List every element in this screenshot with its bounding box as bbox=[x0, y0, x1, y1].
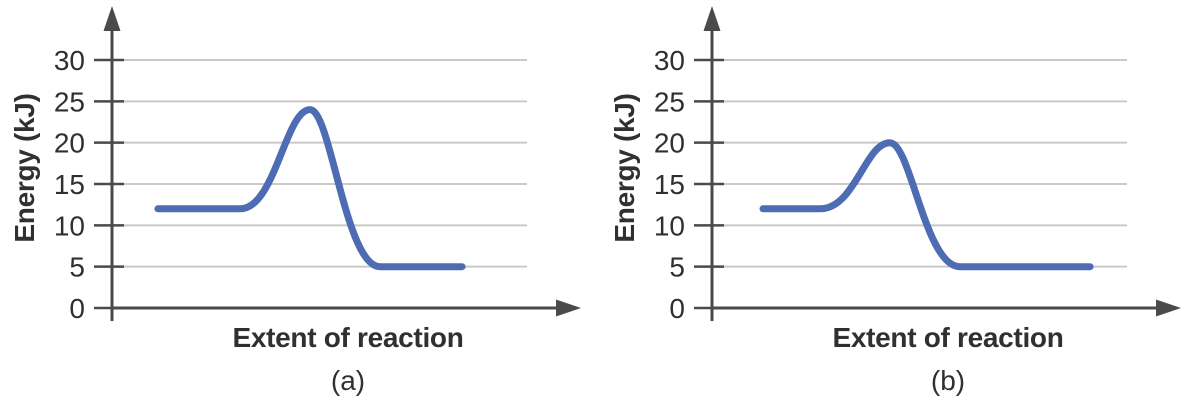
gridlines bbox=[712, 58, 1127, 268]
y-axis-arrowhead-icon bbox=[103, 6, 121, 31]
tick-label: 30 bbox=[54, 45, 85, 76]
tick-label: 10 bbox=[654, 210, 685, 241]
tick-label: 5 bbox=[69, 252, 85, 283]
x-axis-title: Extent of reaction bbox=[232, 322, 463, 353]
y-axis-title: Energy (kJ) bbox=[9, 93, 40, 242]
tick-label: 10 bbox=[54, 210, 85, 241]
tick-label: 5 bbox=[669, 252, 685, 283]
tick-label: 0 bbox=[669, 293, 685, 324]
tick-labels: 0 5 10 15 20 25 30 bbox=[654, 45, 685, 324]
y-axis-title: Energy (kJ) bbox=[609, 93, 640, 242]
gridlines bbox=[112, 58, 527, 268]
tick-label: 30 bbox=[654, 45, 685, 76]
energy-diagram-b-svg: 0 5 10 15 20 25 30 Energy (kJ) Extent of react… bbox=[609, 6, 1181, 396]
energy-curve bbox=[154, 106, 466, 271]
tick-marks bbox=[94, 58, 124, 310]
tick-label: 15 bbox=[654, 169, 685, 200]
tick-label: 20 bbox=[654, 128, 685, 159]
energy-diagram-b: 0 5 10 15 20 25 30 Energy (kJ) Extent of react… bbox=[600, 0, 1200, 400]
tick-label: 25 bbox=[54, 86, 85, 117]
energy-diagram-a: 0 5 10 15 20 25 30 Energy (kJ) Extent of react… bbox=[9, 6, 581, 396]
chart-caption: (a) bbox=[331, 365, 365, 396]
tick-label: 25 bbox=[654, 86, 685, 117]
y-axis-arrowhead-icon bbox=[703, 6, 721, 31]
tick-label: 0 bbox=[69, 293, 85, 324]
energy-diagram-a-svg: 0 5 10 15 20 25 30 Energy (kJ) Extent of react… bbox=[9, 6, 581, 396]
energy-curve bbox=[759, 139, 1094, 271]
tick-marks bbox=[694, 58, 724, 310]
x-axis-title: Extent of reaction bbox=[832, 322, 1063, 353]
x-axis-arrowhead-icon bbox=[556, 299, 581, 317]
tick-labels: 0 5 10 15 20 25 30 bbox=[54, 45, 85, 324]
tick-label: 20 bbox=[54, 128, 85, 159]
chart-caption: (b) bbox=[931, 365, 965, 396]
x-axis-arrowhead-icon bbox=[1156, 299, 1181, 317]
tick-label: 15 bbox=[54, 169, 85, 200]
